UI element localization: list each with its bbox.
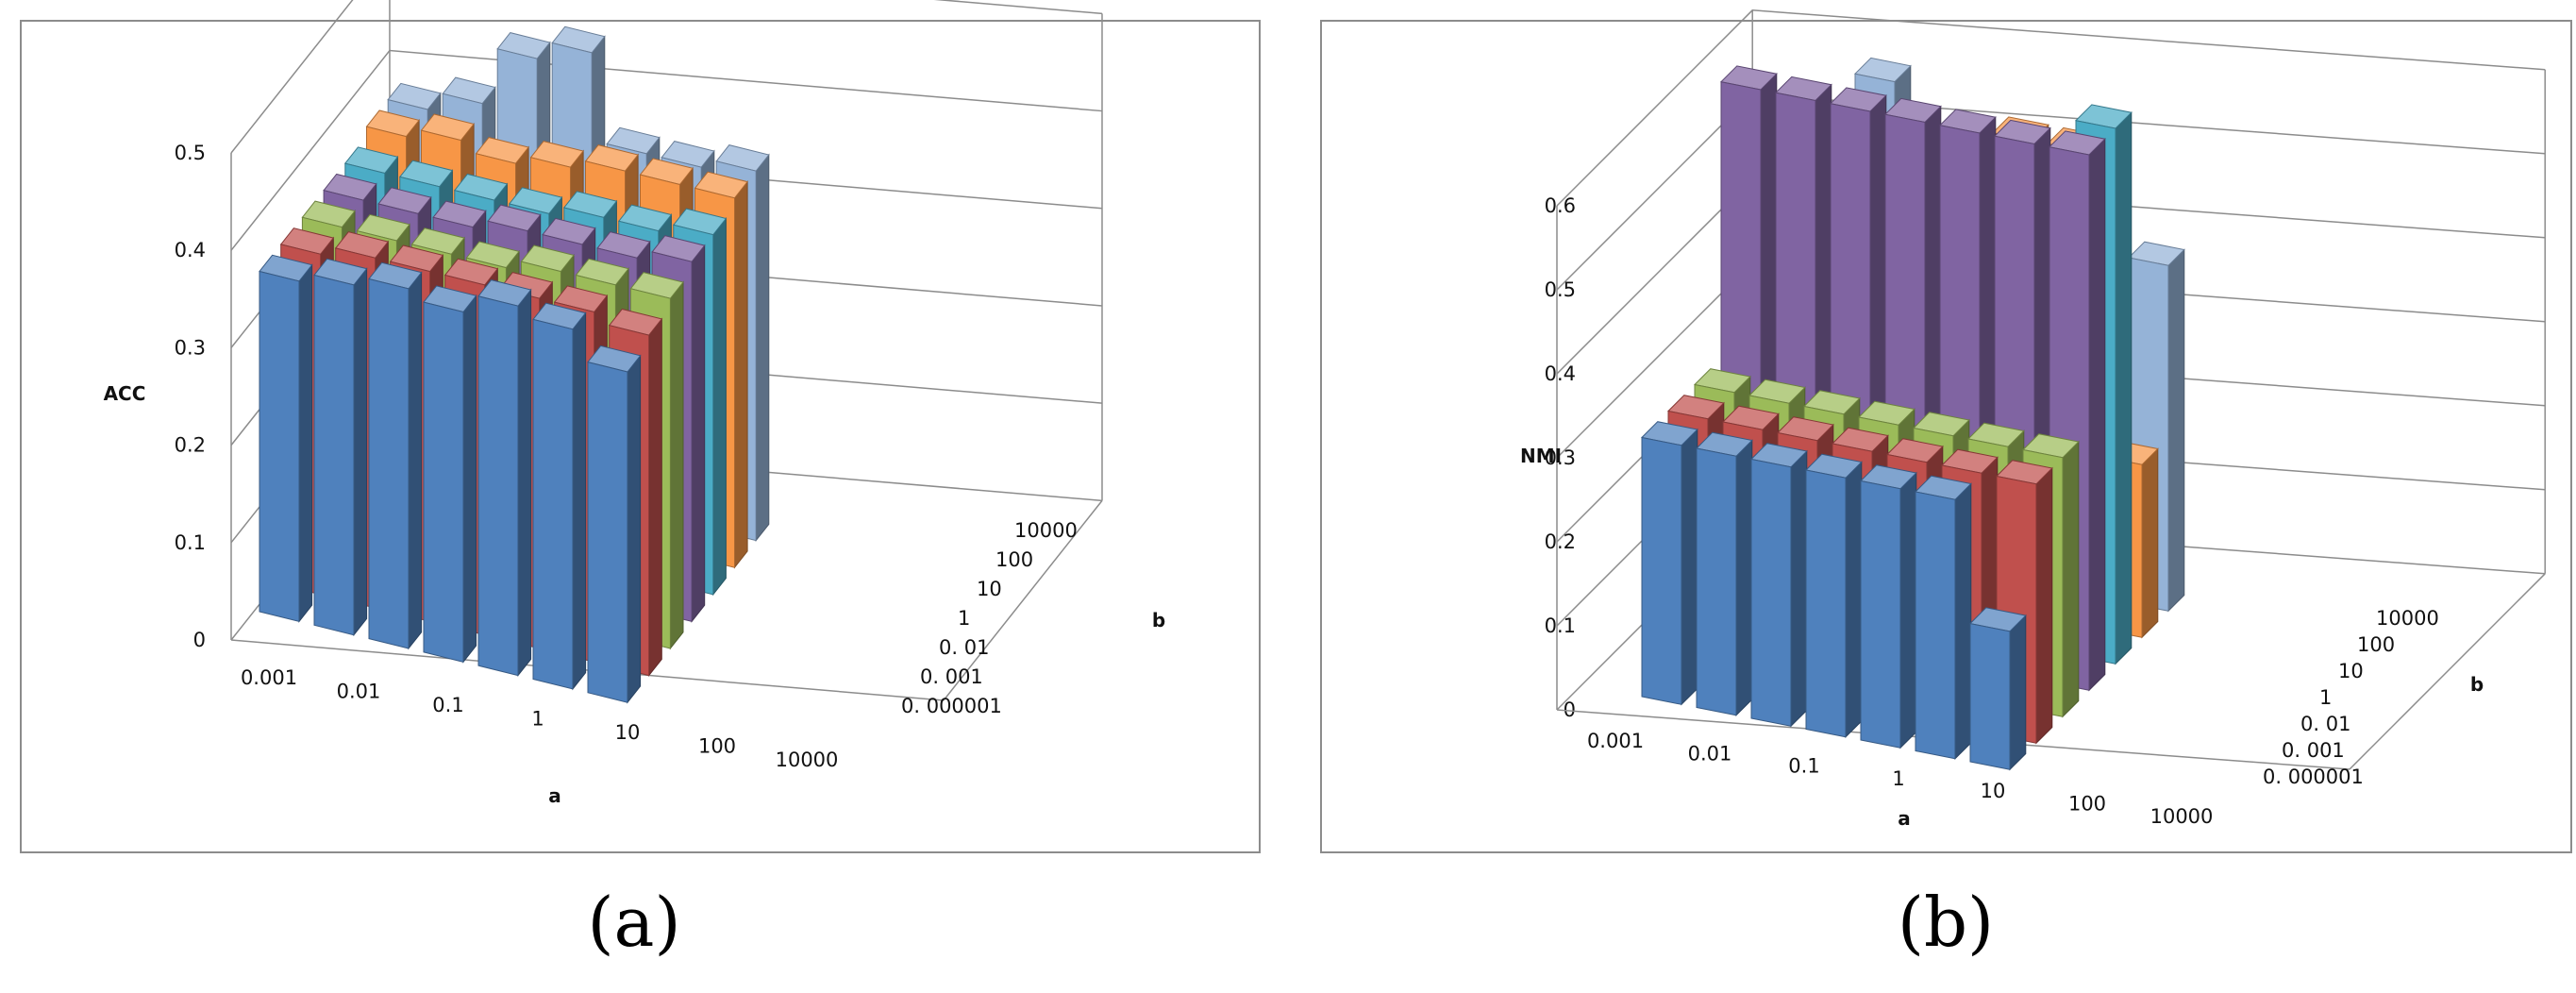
acc-x-tick-label: 0.01: [337, 681, 381, 703]
nmi-x-tick-label: 100: [2068, 793, 2106, 816]
nmi-bar-front: [1969, 622, 2011, 770]
acc-x-tick-label: 0.1: [432, 694, 463, 716]
acc-bar-front: [423, 301, 464, 663]
acc-bar-front: [313, 274, 355, 636]
nmi-y-tick-label: 0.2: [1545, 530, 1576, 553]
nmi-bar-0000001-6: [1968, 607, 2027, 771]
nmi-bar-side: [2115, 110, 2133, 665]
acc-floor-side-edge: [943, 499, 1103, 701]
nmi-z-axis-title: b: [2470, 673, 2484, 696]
nmi-bar-0000001-0: [1640, 421, 1698, 706]
acc-z-axis-title: b: [1152, 609, 1165, 631]
acc-z-tick-label: 1: [958, 607, 970, 630]
acc-x-tick-label: 10: [615, 721, 641, 744]
acc-z-tick-label: 0. 000001: [901, 695, 1002, 717]
nmi-bar-side: [1681, 428, 1698, 706]
acc-z-tick-label: 10000: [1014, 519, 1078, 542]
acc-bar-0000001-6: [587, 345, 642, 704]
nmi-y-tick-label: 0.3: [1545, 446, 1576, 469]
acc-bar-front: [532, 318, 574, 690]
nmi-y-tick-label: 0.1: [1545, 614, 1576, 637]
acc-bar-0000001-2: [368, 261, 423, 650]
nmi-chart: 00.10.20.30.40.50.60.0010.010.1110100100…: [1320, 9, 2572, 853]
nmi-bar-0000001-3: [1804, 453, 1863, 739]
nmi-z-tick-label: 10: [2338, 660, 2364, 682]
nmi-x-tick-label: 0.001: [1587, 730, 1644, 752]
nmi-y-tick-label: 0.4: [1545, 362, 1576, 385]
nmi-bar-side: [2088, 137, 2106, 692]
nmi-bar-front: [1750, 458, 1792, 727]
nmi-x-tick-label: 0.1: [1788, 755, 1819, 778]
acc-bar-0000001-0: [259, 254, 313, 623]
nmi-x-axis-title: a: [1898, 807, 1911, 830]
nmi-z-tick-label: 100: [2357, 633, 2395, 656]
acc-bar-0000001-1: [313, 258, 368, 637]
acc-y-tick-label: 0.4: [175, 239, 206, 261]
acc-y-tick-label: 0.1: [175, 531, 206, 554]
nmi-bar-side: [1790, 449, 1808, 728]
nmi-bar-side: [1954, 482, 1972, 761]
nmi-y-tick-label: 0.5: [1545, 278, 1576, 301]
acc-y-axis-title: ACC: [104, 382, 146, 405]
acc-x-tick-label: 100: [698, 735, 736, 758]
acc-z-tick-label: 0. 001: [920, 665, 983, 688]
nmi-bar-side: [1735, 439, 1753, 717]
acc-z-tick-label: 100: [995, 548, 1033, 571]
nmi-z-tick-label: 0. 01: [2300, 713, 2350, 735]
acc-z-tick-label: 0. 01: [939, 636, 989, 659]
acc-bar-0000001-5: [532, 302, 587, 691]
nmi-z-tick-label: 0. 000001: [2263, 766, 2364, 788]
nmi-bar-0000001-1: [1695, 431, 1753, 717]
nmi-z-tick-label: 10000: [2376, 607, 2439, 630]
nmi-z-tick-label: 0. 001: [2282, 739, 2345, 762]
acc-y-tick-label: 0.2: [175, 434, 206, 457]
nmi-bar-side: [1845, 461, 1863, 739]
nmi-bar-0000001-2: [1749, 443, 1808, 728]
nmi-x-tick-label: 10000: [2150, 805, 2214, 828]
nmi-bar-0000001-4: [1859, 464, 1917, 749]
nmi-bar-side: [1899, 471, 1917, 749]
acc-bars: [259, 25, 770, 704]
acc-bar-0000001-3: [423, 285, 477, 664]
nmi-x-tick-label: 10: [1981, 780, 2006, 802]
acc-x-tick-label: 0.001: [241, 666, 297, 689]
nmi-floor-side-edge: [2349, 573, 2546, 770]
acc-gridline: [230, 0, 1103, 154]
nmi-bar-side: [2009, 614, 2027, 771]
nmi-bar-side: [2035, 466, 2053, 745]
acc-bar-front: [259, 270, 300, 623]
acc-y-tick-label: 0.5: [175, 142, 206, 164]
acc-z-tick-label: 10: [977, 578, 1002, 600]
nmi-bar-front: [1641, 436, 1682, 705]
acc-bar-front: [477, 295, 519, 677]
acc-y-tick-label: 0: [193, 629, 206, 651]
acc-bar-front: [368, 278, 410, 649]
nmi-bar-front: [1696, 447, 1737, 716]
caption-a: (a): [587, 883, 681, 962]
acc-x-tick-label: 10000: [776, 749, 839, 771]
nmi-y-axis-title: NMI: [1520, 445, 1562, 467]
nmi-bars: [1640, 57, 2185, 771]
acc-chart: 0 0.1 0.2 0.3 0.4 0.5 0.001 0.01 0.1 1 10 100 10000 0…: [20, 0, 1261, 853]
acc-bar-0000001-4: [477, 279, 532, 678]
acc-x-axis-title: a: [548, 784, 561, 807]
caption-b: (b): [1897, 883, 1995, 962]
acc-y-tick-label: 0.3: [175, 336, 206, 359]
nmi-bar-0000001-5: [1914, 475, 1972, 761]
nmi-bar-front: [1860, 480, 1901, 749]
nmi-y-tick-label: 0.6: [1545, 194, 1576, 217]
nmi-x-tick-label: 1: [1892, 767, 1904, 790]
nmi-bar-front: [1805, 469, 1847, 738]
nmi-bar-side: [2167, 248, 2185, 613]
nmi-bar-side: [2141, 447, 2159, 639]
acc-x-tick-label: 1: [531, 708, 544, 731]
nmi-z-tick-label: 1: [2319, 686, 2332, 709]
nmi-x-tick-label: 0.01: [1688, 742, 1732, 765]
nmi-bar-front: [1915, 491, 1956, 760]
nmi-y-tick-label: 0: [1564, 698, 1576, 721]
acc-bar-front: [587, 361, 628, 703]
nmi-bar-side: [2062, 440, 2080, 718]
